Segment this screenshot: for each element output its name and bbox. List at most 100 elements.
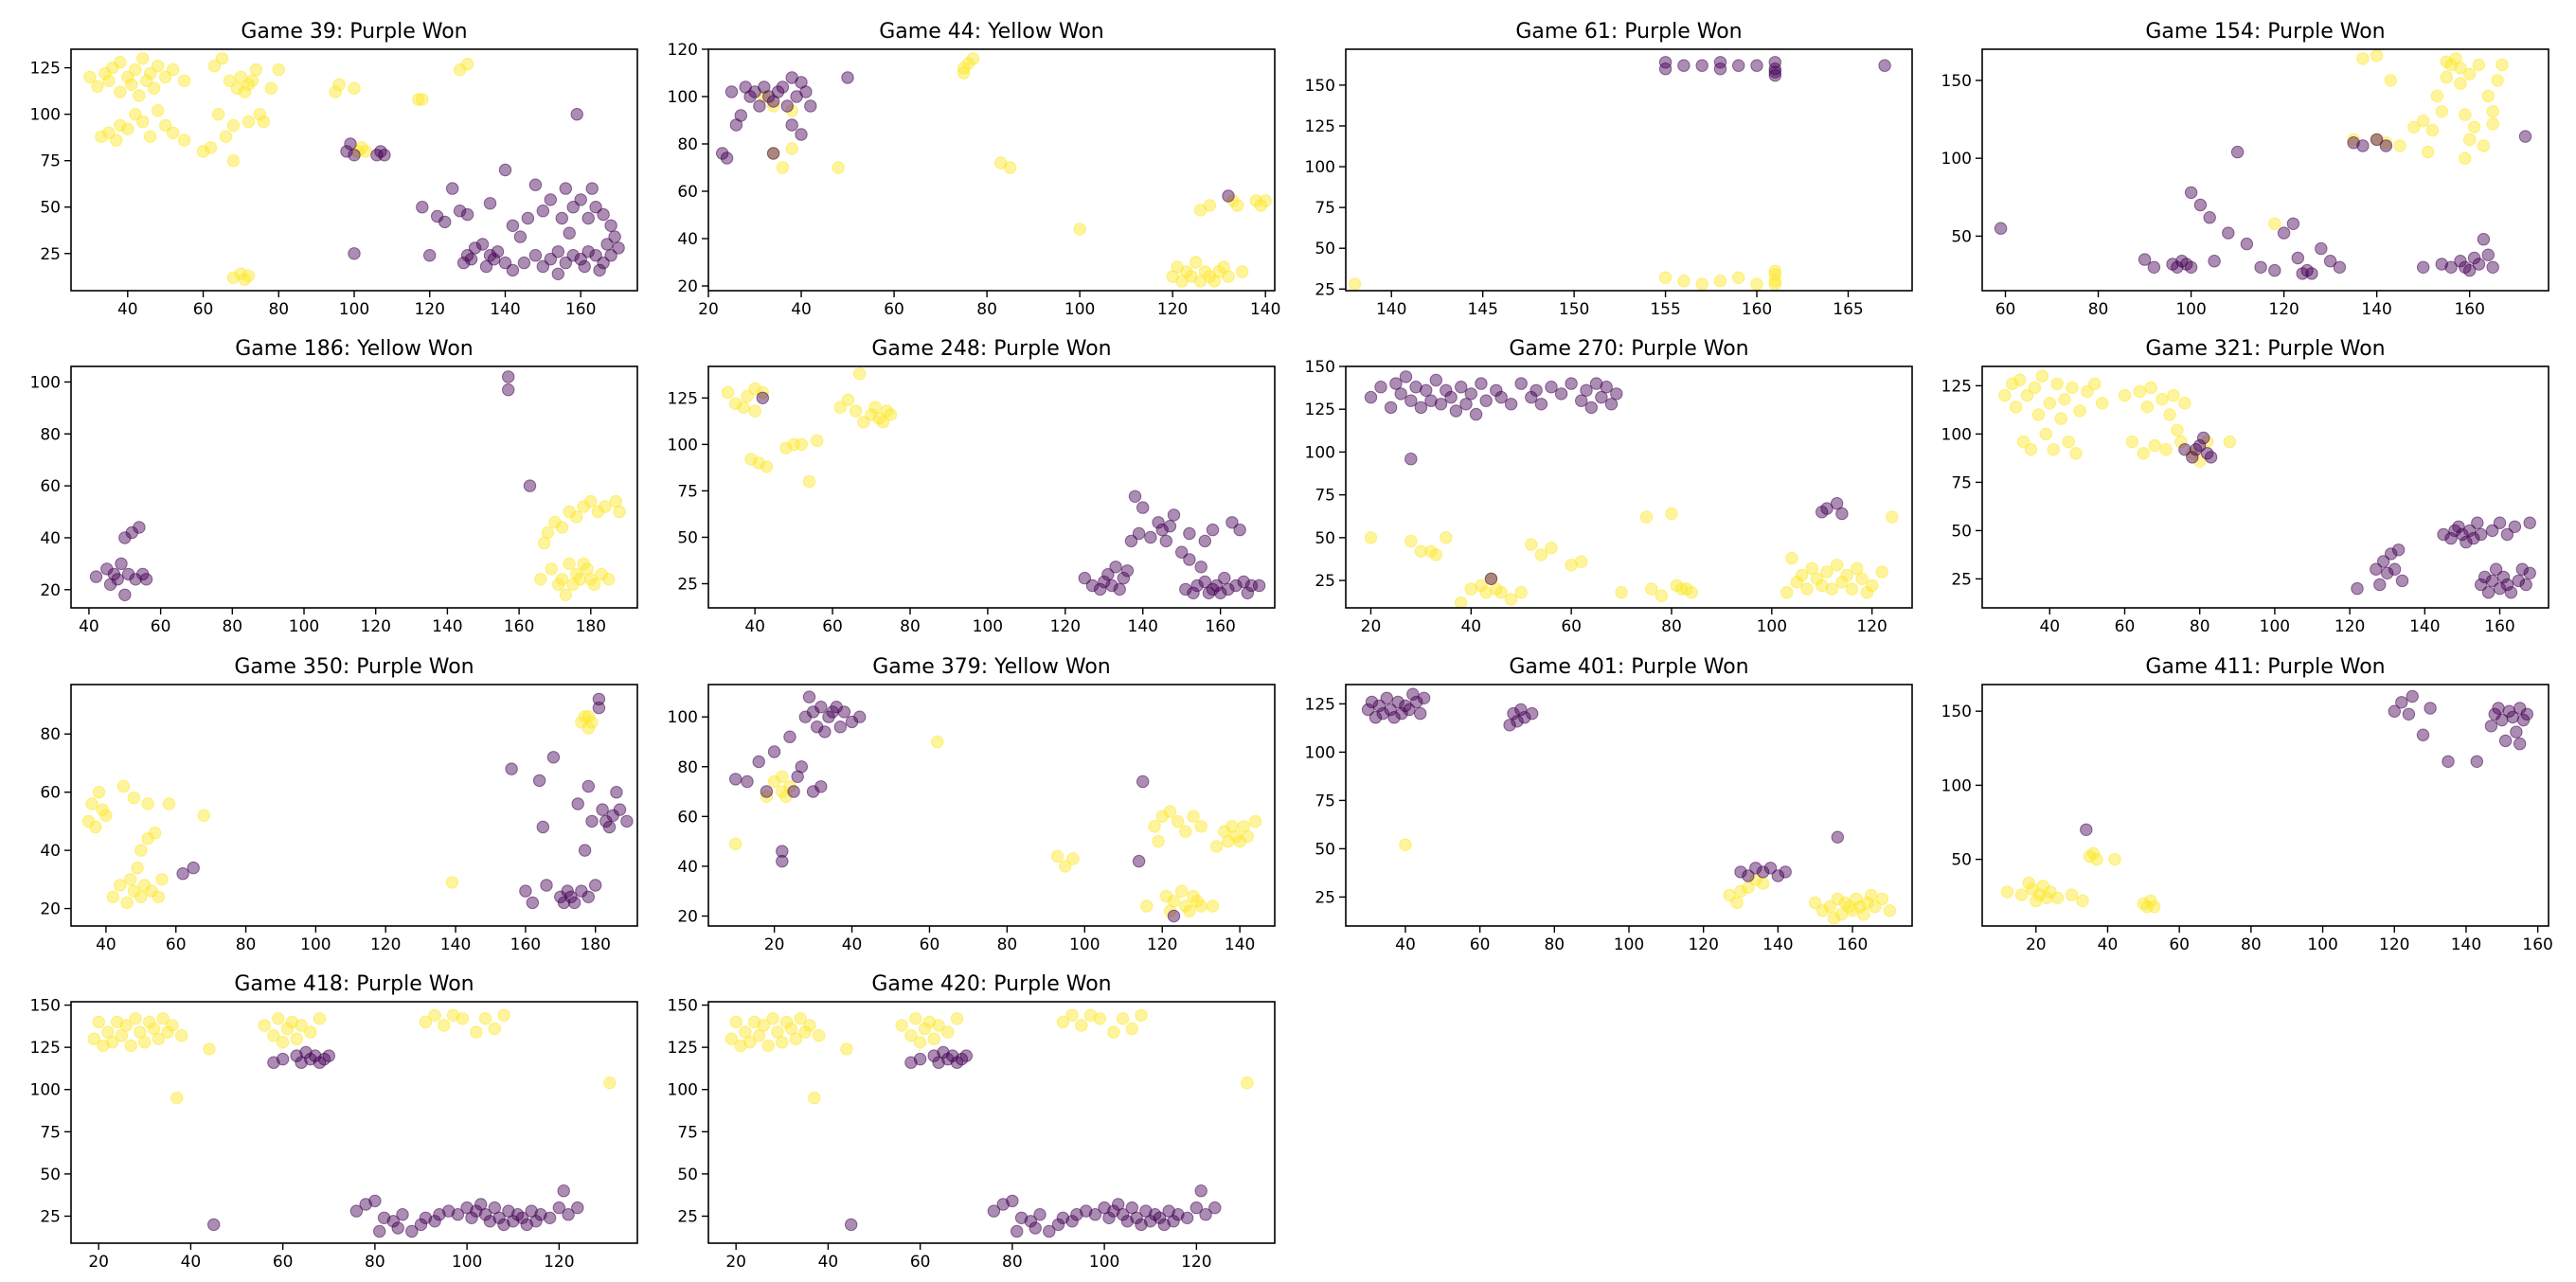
purple-point	[822, 710, 835, 723]
subplot-title: Game 61: Purple Won	[1515, 20, 1742, 44]
y-tick-label: 75	[1315, 199, 1335, 218]
purple-point	[1043, 1224, 1056, 1238]
x-tick-label: 150	[1559, 300, 1589, 319]
purple-point	[1229, 579, 1243, 593]
yellow-point	[1825, 582, 1839, 596]
yellow-point	[613, 505, 626, 519]
purple-point	[1194, 561, 1208, 574]
yellow-point	[1750, 277, 1763, 291]
purple-point	[1503, 719, 1516, 732]
yellow-point	[2268, 217, 2281, 231]
purple-point	[570, 108, 583, 121]
purple-point	[1484, 572, 1498, 585]
x-tick-label: 60	[166, 935, 187, 954]
purple-point	[841, 71, 854, 84]
purple-point	[597, 256, 610, 270]
purple-point	[2477, 233, 2491, 246]
subplot-title: Game 418: Purple Won	[234, 972, 474, 996]
purple-point	[464, 253, 478, 266]
yellow-point	[2133, 384, 2147, 399]
purple-point	[2489, 562, 2503, 576]
purple-point	[1368, 711, 1383, 724]
x-tick-label: 80	[1661, 617, 1682, 636]
x-tick-label: 60	[2169, 935, 2190, 954]
y-tick-label: 25	[1315, 888, 1335, 907]
purple-point	[1878, 59, 1891, 72]
purple-point	[581, 245, 595, 258]
yellow-point	[155, 873, 169, 886]
purple-point	[1768, 62, 1782, 76]
yellow-point	[1860, 586, 1874, 599]
yellow-point	[470, 1025, 483, 1039]
purple-point	[349, 1204, 364, 1218]
yellow-point	[2159, 443, 2173, 456]
yellow-point	[2148, 438, 2161, 453]
yellow-point	[1152, 834, 1165, 848]
purple-point	[1372, 699, 1386, 713]
purple-point	[2230, 145, 2245, 159]
yellow-point	[1730, 896, 1744, 910]
purple-point	[802, 690, 816, 703]
yellow-point	[119, 1019, 134, 1032]
yellow-point	[950, 1012, 964, 1025]
yellow-point	[2454, 77, 2467, 90]
yellow-point	[884, 408, 898, 421]
yellow-point	[2477, 139, 2491, 152]
yellow-point	[143, 1015, 156, 1029]
yellow-point	[1050, 849, 1064, 864]
purple-point	[2268, 263, 2281, 277]
yellow-point	[909, 1012, 922, 1025]
yellow-point	[1248, 814, 1262, 828]
yellow-point	[1831, 892, 1845, 906]
purple-point	[2496, 570, 2511, 584]
yellow-point	[2171, 423, 2184, 436]
purple-point	[118, 531, 132, 544]
purple-point	[187, 861, 200, 875]
yellow-point	[1194, 820, 1208, 833]
yellow-point	[1003, 161, 1017, 174]
x-tick-label: 20	[764, 935, 785, 954]
yellow-point	[1756, 877, 1770, 890]
purple-point	[423, 249, 437, 262]
yellow-point	[2472, 58, 2486, 72]
yellow-point	[159, 70, 172, 84]
yellow-point	[2028, 381, 2042, 395]
yellow-point	[2370, 49, 2384, 62]
purple-point	[1116, 1208, 1130, 1221]
yellow-point	[207, 59, 222, 73]
yellow-point	[904, 1029, 918, 1042]
purple-point	[806, 705, 820, 719]
yellow-point	[1135, 1008, 1148, 1023]
yellow-point	[932, 1019, 945, 1032]
purple-point	[593, 263, 606, 277]
purple-point	[2500, 527, 2514, 542]
points-layer	[721, 367, 1266, 599]
points-layer	[1348, 56, 1891, 291]
purple-point	[585, 814, 599, 828]
subplot-title: Game 379: Yellow Won	[872, 655, 1110, 679]
yellow-point	[1233, 834, 1246, 848]
yellow-point	[102, 126, 116, 140]
purple-point	[1241, 586, 1255, 599]
purple-point	[290, 1049, 303, 1062]
yellow-point	[808, 1091, 821, 1105]
purple-point	[492, 1211, 506, 1225]
x-tick-label: 40	[1460, 617, 1481, 636]
yellow-point	[131, 861, 144, 875]
purple-point	[517, 256, 531, 270]
purple-point	[804, 99, 817, 113]
purple-point	[787, 785, 800, 798]
points-layer	[729, 690, 1262, 923]
purple-point	[1183, 526, 1196, 541]
yellow-point	[1838, 896, 1852, 910]
yellow-point	[2223, 435, 2237, 449]
yellow-point	[2379, 136, 2393, 150]
subplot-title: Game 401: Purple Won	[1509, 655, 1748, 679]
yellow-point	[1820, 565, 1834, 579]
yellow-point	[1840, 568, 1853, 582]
yellow-point	[348, 81, 361, 95]
purple-point	[2402, 707, 2416, 721]
yellow-point	[729, 397, 742, 410]
yellow-point	[1883, 904, 1897, 917]
